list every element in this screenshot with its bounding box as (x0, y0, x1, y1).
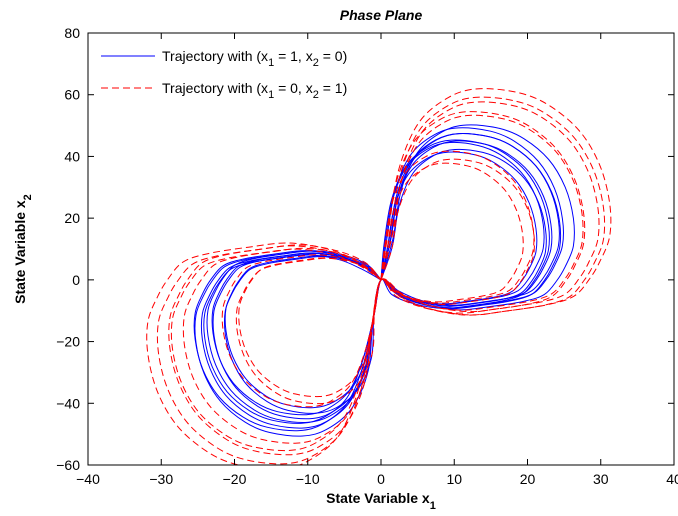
plot-area (88, 33, 674, 465)
y-tick-label: −60 (56, 457, 80, 473)
x-tick-label: −40 (76, 471, 100, 487)
y-tick-label: 40 (64, 148, 80, 164)
legend-red-prefix: Trajectory with (x (162, 80, 268, 96)
x-tick-label: −10 (296, 471, 320, 487)
legend-red-mid: = 0, x (274, 80, 313, 96)
x-tick-label: 40 (666, 471, 678, 487)
x-tick-label: −30 (149, 471, 173, 487)
legend-blue-suffix: = 0) (319, 48, 347, 64)
x-axis-label-text: State Variable x (326, 490, 430, 506)
y-tick-label: 80 (64, 25, 80, 41)
x-axis-label-subscript: 1 (430, 500, 436, 512)
y-tick-label: 60 (64, 87, 80, 103)
x-tick-label: 10 (446, 471, 462, 487)
y-tick-label: −20 (56, 334, 80, 350)
legend-blue-prefix: Trajectory with (x (162, 48, 268, 64)
chart-title: Phase Plane (340, 7, 423, 23)
y-tick-label: 20 (64, 210, 80, 226)
y-axis-label-text: State Variable x (12, 200, 28, 304)
legend-blue-mid: = 1, x (274, 48, 313, 64)
x-tick-label: 20 (520, 471, 536, 487)
y-axis-label-subscript: 2 (22, 194, 34, 200)
x-tick-label: 0 (377, 471, 385, 487)
y-tick-label: 0 (72, 272, 80, 288)
x-tick-label: 30 (593, 471, 609, 487)
legend-red-suffix: = 1) (319, 80, 347, 96)
y-tick-label: −40 (56, 395, 80, 411)
x-tick-label: −20 (223, 471, 247, 487)
